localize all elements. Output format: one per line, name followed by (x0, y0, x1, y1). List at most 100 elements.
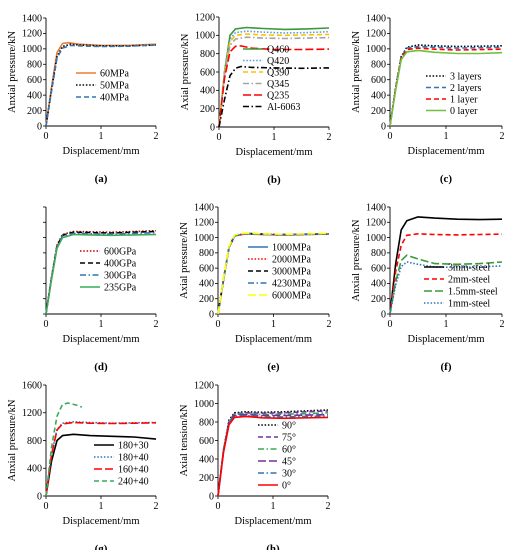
y-axis-label: Anxial pressure/kN (7, 31, 18, 113)
series-line-2 (217, 410, 329, 497)
series-line-1 (45, 433, 157, 497)
y-tick-label: 600 (371, 75, 386, 86)
y-tick-label: 1200 (22, 408, 42, 419)
x-tick-label: 0 (388, 319, 393, 330)
y-tick-label: 0 (210, 122, 215, 133)
legend-label: 45° (282, 456, 296, 467)
legend-label: 400GPa (104, 258, 137, 269)
y-tick-label: 0 (209, 491, 214, 502)
y-axis-label: Axial tension/kN (179, 404, 190, 476)
y-tick-label: 0 (209, 309, 214, 320)
legend-label: Q420 (267, 56, 289, 67)
y-tick-label: 0 (381, 309, 386, 320)
y-tick-label: 200 (199, 473, 214, 484)
x-tick-label: 0 (216, 319, 221, 330)
legend-label: 1000MPa (272, 242, 311, 253)
series-line-1 (389, 216, 503, 315)
series-line-4 (389, 49, 503, 127)
legend-label: 1mm-steel (448, 298, 490, 309)
series-line-4 (45, 402, 83, 497)
chart-panel-a: 0 200 400 600 800 1000 1200 1400 0 1 2 Displacement… (7, 13, 159, 185)
panel-caption: (h) (266, 543, 280, 550)
y-tick-label: 600 (200, 67, 215, 78)
y-tick-label: 200 (200, 104, 215, 115)
y-tick-label: 0 (381, 121, 386, 132)
x-tick-label: 2 (500, 131, 505, 142)
y-tick-label: 400 (199, 454, 214, 465)
legend-label: 0 layer (450, 106, 478, 117)
y-tick-label: 0 (37, 121, 42, 132)
legend-label: 60MPa (100, 68, 129, 79)
x-tick-label: 1 (272, 132, 277, 143)
chart-panel-f: 0 200 400 600 800 1000 1200 1400 0 1 2 Displacement… (351, 202, 505, 373)
y-tick-label: 1000 (195, 31, 215, 42)
x-axis-label: Displacement/mm (63, 516, 140, 527)
legend: 90°75°60°45°30°0° (258, 420, 296, 491)
legend-label: 180+40 (118, 452, 149, 463)
x-tick-label: 0 (216, 501, 221, 512)
y-tick-label: 600 (199, 263, 214, 274)
y-tick-label: 1400 (194, 202, 214, 213)
x-tick-label: 0 (388, 131, 393, 142)
series-line-4 (218, 36, 330, 128)
y-tick-label: 400 (371, 279, 386, 290)
y-axis-label: Anxial pressure/kN (7, 399, 18, 481)
y-tick-label: 1400 (22, 13, 42, 24)
legend-label: 2 layers (450, 83, 481, 94)
y-tick-label: 200 (371, 294, 386, 305)
y-tick-label: 600 (27, 75, 42, 86)
y-tick-label: 400 (199, 279, 214, 290)
legend-label: 6000MPa (272, 290, 311, 301)
legend-label: Q345 (267, 79, 289, 90)
chart-panel-c: 0 200 400 600 800 1000 1200 1400 0 1 2 Displacement… (351, 13, 505, 185)
legend-label: Al-6063 (267, 102, 300, 113)
y-tick-label: 200 (199, 294, 214, 305)
series-line-1 (389, 44, 503, 127)
series-line-3 (45, 421, 157, 497)
series-line-1 (45, 229, 157, 315)
y-tick-label: 400 (371, 90, 386, 101)
x-axis-label: Displacement/mm (235, 334, 312, 345)
legend-label: 3000MPa (272, 266, 311, 277)
chart-panel-e: 0 200 400 600 800 1000 1200 1400 0 1 2 Displacement… (179, 202, 332, 373)
legend-label: 2mm-steel (448, 274, 490, 285)
series-line-1 (217, 409, 329, 497)
y-tick-label: 0 (37, 491, 42, 502)
x-axis-label: Displacement/mm (235, 516, 312, 527)
series-line-3 (389, 254, 503, 315)
x-axis-label: Displacement/mm (63, 146, 140, 157)
legend-label: 180+30 (118, 440, 149, 451)
series-line-3 (389, 47, 503, 127)
y-tick-label: 200 (27, 106, 42, 117)
panel-caption: (d) (94, 361, 108, 373)
y-tick-label: 400 (27, 464, 42, 475)
chart-panel-h: 0 200 400 600 800 1000 1200 0 1 2 Displacement/mm A… (179, 380, 331, 555)
legend-label: 90° (282, 420, 296, 431)
x-axis-label: Displacement/mm (408, 146, 485, 157)
x-tick-label: 1 (444, 131, 449, 142)
series-line-6 (217, 415, 329, 497)
series-line-3 (217, 412, 329, 497)
x-axis-label: Displacement/mm (63, 334, 140, 345)
chart-panel-b: 0 200 400 600 800 1000 1200 0 1 2 Displacement/mm A… (180, 12, 332, 186)
y-tick-label: 1000 (366, 44, 386, 55)
series-line-2 (45, 230, 157, 315)
series-line-4 (217, 413, 329, 497)
chart-panel-d: 0 1 2 Displacement/mm (d) 600GPa400GPa300GPa2… (43, 206, 159, 373)
x-tick-label: 2 (327, 132, 332, 143)
y-tick-label: 1000 (22, 44, 42, 55)
panel-caption: (e) (267, 361, 280, 373)
x-tick-label: 2 (500, 319, 505, 330)
panel-caption: (a) (95, 173, 108, 185)
legend-label: 3 layers (450, 71, 481, 82)
series-line-4 (389, 261, 503, 315)
legend-label: 160+40 (118, 464, 149, 475)
x-tick-label: 0 (44, 131, 49, 142)
y-tick-label: 1200 (22, 29, 42, 40)
y-axis-label: Axial pressure/kN (179, 222, 190, 299)
